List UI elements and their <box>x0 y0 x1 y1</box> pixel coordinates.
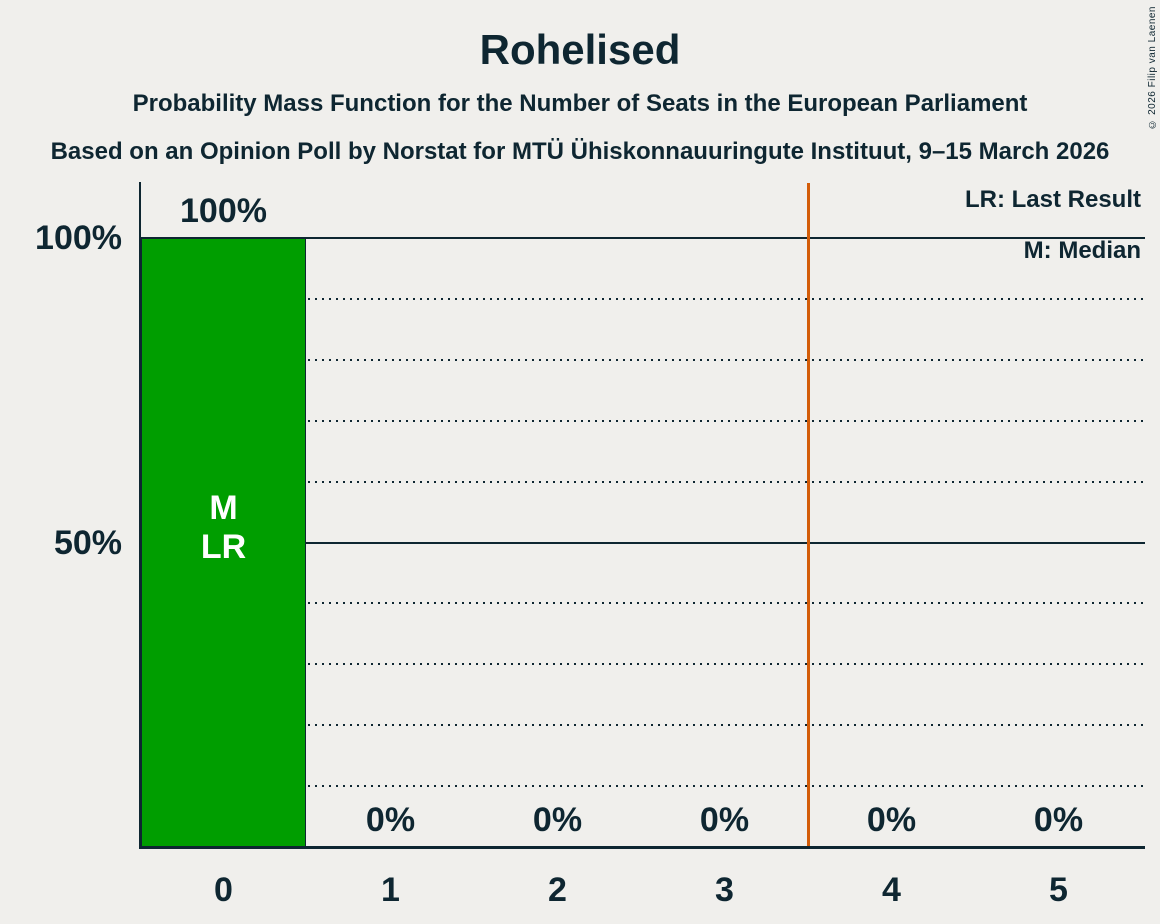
x-tick-label-1: 1 <box>381 871 400 909</box>
median-marker-label: M <box>209 488 238 527</box>
gridline-40pct <box>140 602 1145 605</box>
chart-title: Rohelised <box>479 26 681 73</box>
x-tick-label-3: 3 <box>715 871 734 909</box>
bar-value-label-4: 0% <box>866 801 917 839</box>
gridline-80pct <box>140 358 1145 361</box>
gridline-60pct <box>140 480 1145 483</box>
y-axis-label-100pct: 100% <box>35 219 122 257</box>
x-tick-label-4: 4 <box>882 871 901 909</box>
chart-subtitle: Probability Mass Function for the Number… <box>132 90 1028 117</box>
bar-value-label-1: 0% <box>365 801 416 839</box>
legend-median: M: Median <box>1023 237 1141 264</box>
gridline-10pct <box>140 785 1145 788</box>
x-tick-label-5: 5 <box>1049 871 1068 909</box>
x-axis-line <box>139 846 1145 849</box>
gridline-20pct <box>140 724 1145 727</box>
gridline-50pct <box>140 541 1145 544</box>
bar-value-label-2: 0% <box>532 801 583 839</box>
bar-seats-0 <box>141 238 306 847</box>
gridline-100pct <box>140 237 1145 239</box>
x-tick-label-0: 0 <box>214 871 233 909</box>
majority-line <box>806 183 810 846</box>
poll-source-line: Based on an Opinion Poll by Norstat for … <box>50 138 1110 165</box>
copyright-notice: © 2026 Filip van Laenen <box>1147 6 1158 130</box>
x-tick-label-2: 2 <box>548 871 567 909</box>
y-axis-line <box>139 182 141 848</box>
gridline-30pct <box>140 663 1145 666</box>
bar-value-label-3: 0% <box>699 801 750 839</box>
bar-value-label-0: 100% <box>180 192 267 230</box>
bar-marker-labels: M LR <box>140 489 307 567</box>
last-result-marker-label: LR <box>200 527 247 566</box>
legend-last-result: LR: Last Result <box>964 186 1141 213</box>
bar-value-label-5: 0% <box>1033 801 1084 839</box>
gridline-90pct <box>140 297 1145 300</box>
y-axis-label-50pct: 50% <box>53 523 122 562</box>
gridline-70pct <box>140 419 1145 422</box>
